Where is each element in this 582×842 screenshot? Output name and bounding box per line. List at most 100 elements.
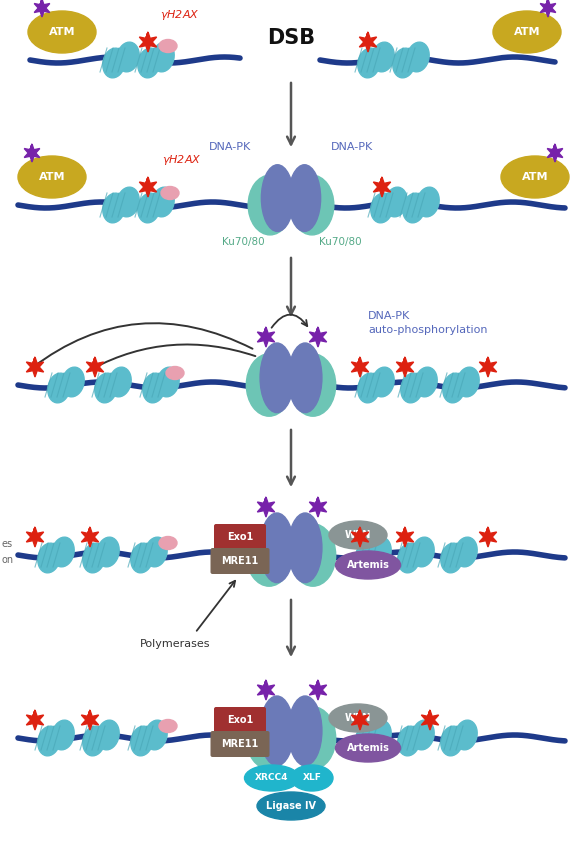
Ellipse shape <box>159 40 177 52</box>
Text: Polymerases: Polymerases <box>140 639 211 649</box>
Text: ATM: ATM <box>514 27 540 37</box>
Ellipse shape <box>117 187 139 217</box>
Ellipse shape <box>159 536 177 550</box>
Text: ATM: ATM <box>521 172 548 182</box>
Ellipse shape <box>457 367 479 397</box>
Ellipse shape <box>417 187 439 217</box>
Polygon shape <box>352 527 368 547</box>
Ellipse shape <box>83 726 105 756</box>
Ellipse shape <box>290 354 336 416</box>
Ellipse shape <box>161 186 179 200</box>
Polygon shape <box>34 0 50 17</box>
Text: Ku70/80: Ku70/80 <box>222 237 264 247</box>
Polygon shape <box>310 327 327 347</box>
Ellipse shape <box>407 42 429 72</box>
Ellipse shape <box>372 42 394 72</box>
Polygon shape <box>352 710 368 730</box>
Ellipse shape <box>28 11 96 53</box>
Ellipse shape <box>246 706 292 770</box>
Ellipse shape <box>412 537 434 567</box>
Ellipse shape <box>415 367 437 397</box>
Ellipse shape <box>261 165 293 232</box>
Ellipse shape <box>157 367 179 397</box>
Polygon shape <box>257 680 275 700</box>
Ellipse shape <box>441 726 463 756</box>
Ellipse shape <box>109 367 131 397</box>
Ellipse shape <box>369 720 391 750</box>
Ellipse shape <box>152 42 174 72</box>
Ellipse shape <box>244 765 300 791</box>
Ellipse shape <box>143 373 165 402</box>
FancyBboxPatch shape <box>214 524 266 550</box>
Text: DNA-PK: DNA-PK <box>209 142 251 152</box>
Text: on: on <box>2 555 14 565</box>
Ellipse shape <box>501 156 569 198</box>
Ellipse shape <box>97 537 119 567</box>
Polygon shape <box>310 680 327 700</box>
FancyBboxPatch shape <box>211 731 269 757</box>
Ellipse shape <box>358 373 380 402</box>
Ellipse shape <box>48 373 70 402</box>
Text: WRN: WRN <box>345 713 371 723</box>
Ellipse shape <box>246 354 292 416</box>
Ellipse shape <box>131 726 153 756</box>
Text: Ligase IV: Ligase IV <box>266 801 316 811</box>
Polygon shape <box>373 177 391 197</box>
Ellipse shape <box>371 193 393 223</box>
Ellipse shape <box>18 156 86 198</box>
Ellipse shape <box>385 187 407 217</box>
Text: DNA-PK
auto-phosphorylation: DNA-PK auto-phosphorylation <box>368 311 488 335</box>
Ellipse shape <box>355 543 377 573</box>
Ellipse shape <box>290 175 334 235</box>
Text: WRN: WRN <box>345 530 371 540</box>
Polygon shape <box>257 497 275 517</box>
Ellipse shape <box>38 726 60 756</box>
Ellipse shape <box>398 726 420 756</box>
Text: Artemis: Artemis <box>346 743 389 753</box>
Polygon shape <box>421 710 439 730</box>
Ellipse shape <box>103 193 125 223</box>
Polygon shape <box>540 0 556 17</box>
Ellipse shape <box>335 551 400 579</box>
Ellipse shape <box>131 543 153 573</box>
Text: Artemis: Artemis <box>346 560 389 570</box>
Text: Exo1: Exo1 <box>227 715 253 725</box>
Ellipse shape <box>355 726 377 756</box>
Polygon shape <box>139 177 157 197</box>
Polygon shape <box>480 357 496 377</box>
Text: MRE11: MRE11 <box>221 739 258 749</box>
Polygon shape <box>139 32 157 52</box>
Polygon shape <box>359 32 377 52</box>
Ellipse shape <box>145 720 167 750</box>
Ellipse shape <box>329 521 387 549</box>
Ellipse shape <box>117 42 139 72</box>
Polygon shape <box>86 357 104 377</box>
Ellipse shape <box>246 524 292 586</box>
Ellipse shape <box>401 373 423 402</box>
Ellipse shape <box>358 48 380 77</box>
Ellipse shape <box>260 696 294 765</box>
Polygon shape <box>26 527 44 547</box>
Ellipse shape <box>290 706 336 770</box>
Ellipse shape <box>288 513 322 583</box>
Ellipse shape <box>159 720 177 733</box>
Ellipse shape <box>403 193 425 223</box>
Ellipse shape <box>95 373 117 402</box>
Polygon shape <box>81 710 99 730</box>
Polygon shape <box>480 527 496 547</box>
Ellipse shape <box>329 704 387 732</box>
Ellipse shape <box>290 524 336 586</box>
Polygon shape <box>396 527 414 547</box>
Ellipse shape <box>62 367 84 397</box>
FancyBboxPatch shape <box>214 707 266 733</box>
Ellipse shape <box>288 696 322 765</box>
Ellipse shape <box>372 367 394 397</box>
Text: XRCC4: XRCC4 <box>255 774 289 782</box>
Ellipse shape <box>138 48 160 77</box>
Text: Exo1: Exo1 <box>227 532 253 542</box>
Ellipse shape <box>393 48 415 77</box>
Text: DSB: DSB <box>267 28 315 48</box>
Ellipse shape <box>441 543 463 573</box>
Ellipse shape <box>289 165 321 232</box>
FancyBboxPatch shape <box>211 548 269 574</box>
